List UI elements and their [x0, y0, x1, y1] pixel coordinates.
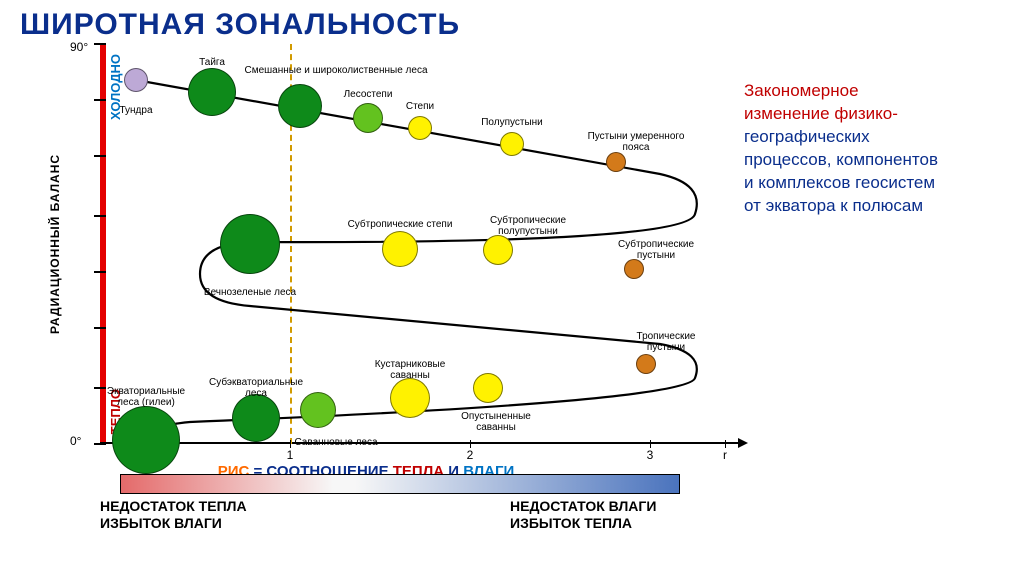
zone-label: Вечнозеленые леса: [204, 288, 296, 299]
definition-text: Закономерноеизменение физико-географичес…: [744, 80, 1004, 218]
y-tick: [94, 99, 106, 101]
x-tick: [725, 440, 726, 448]
zone-node: [606, 152, 626, 172]
page-title: ШИРОТНАЯ ЗОНАЛЬНОСТЬ: [20, 8, 460, 42]
zone-node: [232, 394, 280, 442]
zone-label: Саванновые леса: [294, 438, 377, 449]
zone-label: Субтропические полупустыни: [490, 216, 566, 237]
zone-node: [636, 354, 656, 374]
zone-label: Экваториальные леса (гилеи): [107, 387, 185, 408]
gradient-text-right: НЕДОСТАТОК ВЛАГИ ИЗБЫТОК ТЕПЛА: [510, 498, 656, 532]
y-tick: [94, 271, 106, 273]
x-tick: [650, 440, 651, 448]
zone-node: [483, 235, 513, 265]
zone-label: Пустыни умеренного пояса: [588, 132, 685, 153]
y-tick: [94, 443, 106, 445]
x-tick: [290, 440, 291, 448]
zone-label: Степи: [406, 102, 434, 113]
y-tick: [94, 387, 106, 389]
zone-label: Тундра: [119, 106, 152, 117]
zone-node: [124, 68, 148, 92]
x-tick: [470, 440, 471, 448]
zone-label: Кустарниковые саванны: [375, 360, 446, 381]
radiation-balance-label: РАДИАЦИОННЫЙ БАЛАНС: [48, 154, 62, 334]
gradient-text-left: НЕДОСТАТОК ТЕПЛА ИЗБЫТОК ВЛАГИ: [100, 498, 247, 532]
zone-node: [353, 103, 383, 133]
zone-node: [382, 231, 418, 267]
zone-label: Тайга: [199, 58, 225, 69]
x-tick-label: 3: [647, 448, 654, 462]
zone-label: Субтропические пустыни: [618, 240, 694, 261]
zone-label: Субтропические степи: [348, 220, 453, 231]
zonality-chart: 90° 0° ХОЛОДНО ТЕПЛО РАДИАЦИОННЫЙ БАЛАНС…: [60, 44, 740, 444]
zone-node: [408, 116, 432, 140]
x-tick-label: 1: [287, 448, 294, 462]
y-tick: [94, 43, 106, 45]
y-axis-top-label: 90°: [70, 40, 88, 54]
zone-node: [220, 214, 280, 274]
y-axis-bottom-label: 0°: [70, 434, 81, 448]
zone-node: [390, 378, 430, 418]
zone-node: [188, 68, 236, 116]
y-tick: [94, 327, 106, 329]
zone-label: Лесостепи: [344, 90, 393, 101]
zone-node: [473, 373, 503, 403]
zone-label: Смешанные и широколиственные леса: [244, 66, 427, 77]
x-tick-label: 2: [467, 448, 474, 462]
zone-node: [278, 84, 322, 128]
zone-node: [112, 406, 180, 474]
zone-label: Тропические пустыни: [637, 332, 696, 353]
gradient-bar: [120, 474, 680, 494]
y-tick: [94, 215, 106, 217]
zone-label: Субэкваториальные леса: [209, 378, 303, 399]
zone-node: [300, 392, 336, 428]
y-tick: [94, 155, 106, 157]
x-tick-label: r: [723, 448, 727, 462]
zone-node: [624, 259, 644, 279]
zone-label: Полупустыни: [481, 118, 543, 129]
zone-node: [500, 132, 524, 156]
zone-label: Опустыненные саванны: [461, 412, 531, 433]
